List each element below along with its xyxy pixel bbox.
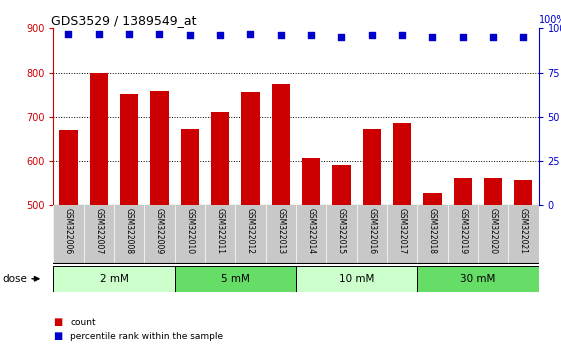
Text: GSM322007: GSM322007 xyxy=(94,208,103,255)
Point xyxy=(215,33,224,38)
Point xyxy=(94,31,103,36)
Bar xyxy=(59,130,77,354)
Bar xyxy=(241,92,260,354)
Bar xyxy=(272,84,290,354)
Bar xyxy=(514,180,532,354)
Bar xyxy=(53,266,174,292)
Text: GSM322019: GSM322019 xyxy=(458,208,467,255)
Text: GSM322015: GSM322015 xyxy=(337,208,346,255)
Point xyxy=(428,34,437,40)
Bar xyxy=(120,94,138,354)
Text: 10 mM: 10 mM xyxy=(339,274,374,284)
Text: GSM322017: GSM322017 xyxy=(398,208,407,255)
Point xyxy=(519,34,528,40)
Bar xyxy=(454,178,472,354)
Text: 5 mM: 5 mM xyxy=(221,274,250,284)
Text: percentile rank within the sample: percentile rank within the sample xyxy=(70,332,223,341)
Text: GDS3529 / 1389549_at: GDS3529 / 1389549_at xyxy=(51,14,196,27)
Text: GSM322011: GSM322011 xyxy=(215,208,224,254)
Point xyxy=(276,33,285,38)
Bar xyxy=(90,73,108,354)
Point xyxy=(307,33,316,38)
Point xyxy=(246,31,255,36)
Point xyxy=(458,34,467,40)
Text: GSM322021: GSM322021 xyxy=(519,208,528,254)
Text: ■: ■ xyxy=(53,317,62,327)
Text: GSM322018: GSM322018 xyxy=(428,208,437,254)
Text: GSM322010: GSM322010 xyxy=(185,208,194,255)
Point xyxy=(489,34,498,40)
Bar xyxy=(362,129,381,354)
Bar xyxy=(424,193,442,354)
Point xyxy=(155,31,164,36)
Text: GSM322006: GSM322006 xyxy=(64,208,73,255)
Point xyxy=(125,31,134,36)
Point xyxy=(337,34,346,40)
Bar xyxy=(484,178,502,354)
Text: 2 mM: 2 mM xyxy=(99,274,128,284)
Text: GSM322012: GSM322012 xyxy=(246,208,255,254)
Text: GSM322016: GSM322016 xyxy=(367,208,376,255)
Point xyxy=(398,33,407,38)
Text: 30 mM: 30 mM xyxy=(460,274,495,284)
Text: dose: dose xyxy=(3,274,27,284)
Bar xyxy=(417,266,539,292)
Text: GSM322013: GSM322013 xyxy=(276,208,285,255)
Text: 100%: 100% xyxy=(539,15,561,25)
Bar xyxy=(332,166,351,354)
Point xyxy=(64,31,73,36)
Point xyxy=(185,33,194,38)
Text: GSM322014: GSM322014 xyxy=(307,208,316,255)
Text: GSM322009: GSM322009 xyxy=(155,208,164,255)
Bar xyxy=(296,266,417,292)
Bar xyxy=(302,158,320,354)
Text: GSM322020: GSM322020 xyxy=(489,208,498,255)
Bar xyxy=(393,124,411,354)
Text: GSM322008: GSM322008 xyxy=(125,208,134,255)
Bar xyxy=(181,129,199,354)
Bar xyxy=(211,112,229,354)
Text: ■: ■ xyxy=(53,331,62,341)
Text: count: count xyxy=(70,318,96,327)
Bar xyxy=(150,91,168,354)
Point xyxy=(367,33,376,38)
Bar xyxy=(174,266,296,292)
